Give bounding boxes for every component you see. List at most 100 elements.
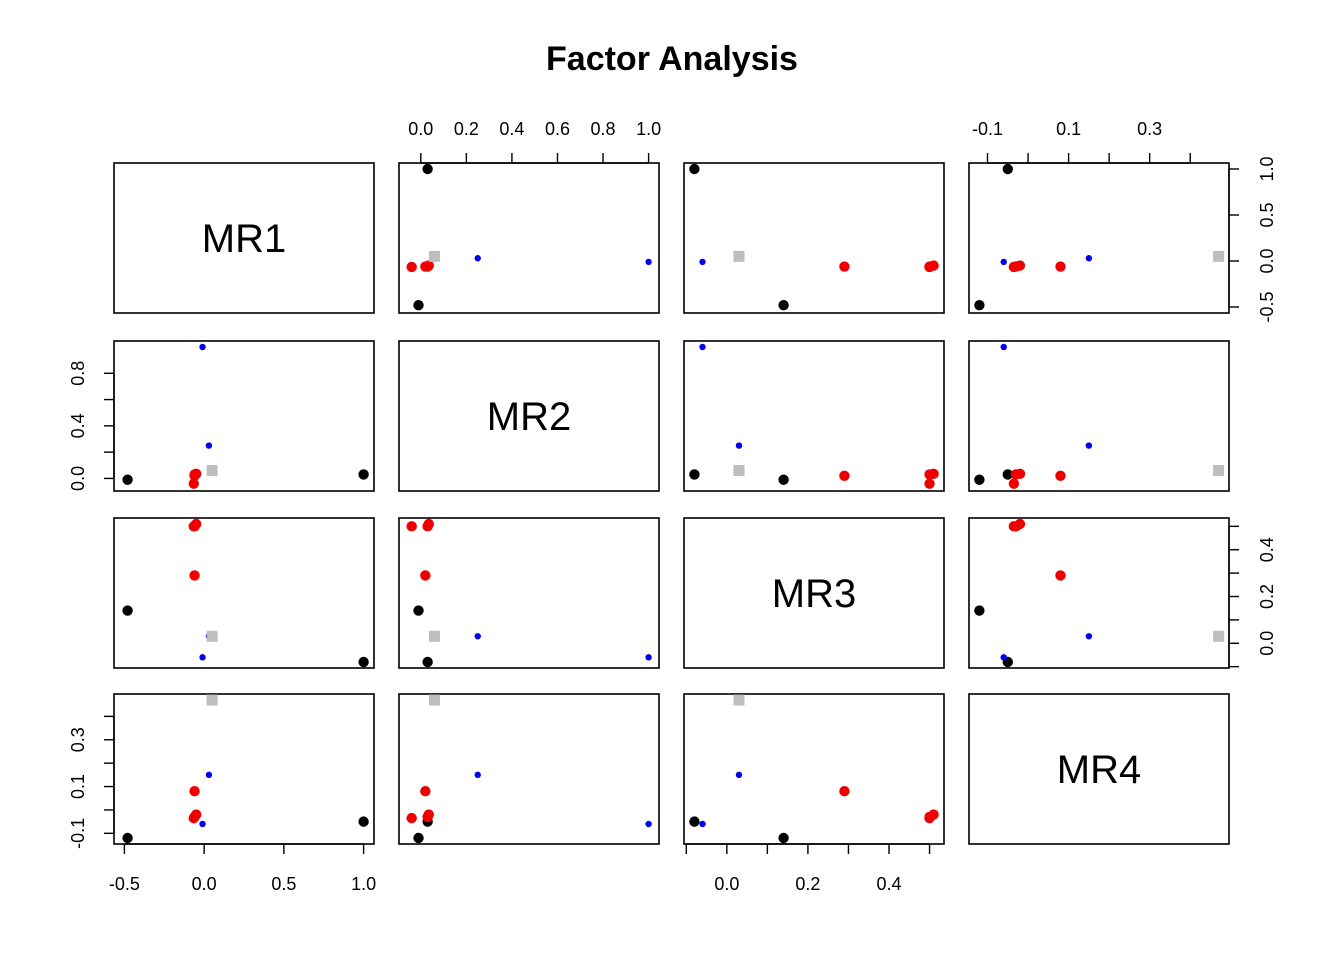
tick-label: 0.3 [1137,119,1162,139]
tick-label: 1.0 [1257,156,1277,181]
data-point-s0-p1 [122,832,133,844]
panel-MR3-vs-MR1 [113,517,375,669]
data-point-s1-p3 [420,570,431,581]
data-point-s1-p2 [1008,521,1020,532]
data-point-s3-p0 [1213,630,1225,642]
panel-MR4-vs-MR1 [113,693,375,845]
data-point-s1-p2 [924,812,935,824]
data-point-s2-p1 [645,654,652,661]
tick-label: 0.3 [68,727,88,752]
panel-frame [113,162,375,314]
data-point-s1-p3 [839,261,850,272]
data-point-s1-p2 [1008,261,1020,273]
data-point-s0-p0 [1002,163,1013,175]
data-point-s2-p1 [1000,343,1007,351]
variable-label-MR1: MR1 [202,217,286,261]
data-point-s3-p0 [428,694,440,706]
panel-frame [683,162,945,314]
data-point-s1-p1 [1014,468,1026,480]
panel-MR4-vs-MR4: MR4 [968,693,1230,845]
data-point-s0-p1 [413,605,424,616]
tick-label: 0.8 [68,361,88,386]
x-axis-MR1-bottom: -0.5 0.0 0.5 1.0 [109,843,376,894]
data-point-s2-p1 [645,820,652,828]
panel-frame [398,162,660,314]
data-point-s1-p3 [1055,261,1066,272]
tick-label: 0.2 [454,119,479,139]
panel-frame [398,693,660,845]
tick-label: 0.0 [68,466,88,491]
data-point-s0-p1 [974,299,985,311]
panel-MR1-vs-MR2 [398,162,660,314]
data-point-s3-p0 [206,465,218,477]
panel-frame [398,340,660,492]
variable-label-MR2: MR2 [487,395,571,439]
data-point-s3-p0 [428,250,440,262]
y-axis-MR3-right: 0.0 0.2 0.4 [1228,525,1277,668]
data-point-s0-p1 [778,832,789,844]
y-axis-MR1-right: -0.5 0.0 0.5 1.0 [1228,156,1277,323]
data-point-s0-p1 [778,474,789,485]
data-point-s1-p1 [423,518,434,530]
panel-frame [683,693,945,845]
data-point-s1-p3 [1055,570,1066,581]
panel-frame [683,340,945,492]
tick-label: 0.4 [1257,537,1277,562]
tick-label: 0.4 [876,874,901,894]
data-point-s2-p0 [1085,442,1093,449]
data-point-s1-p3 [189,786,200,797]
tick-label: -0.5 [1257,291,1277,322]
y-axis-MR4-left: -0.1 0.1 0.3 [68,715,115,849]
data-point-s0-p1 [122,605,133,616]
data-point-s0-p1 [122,474,133,485]
tick-label: 0.5 [271,874,296,894]
data-point-s3-p0 [733,694,745,706]
data-point-s1-p2 [406,521,417,532]
panel-frame [968,517,1230,669]
data-point-s1-p2 [1008,478,1020,489]
tick-label: -0.1 [68,818,88,849]
data-point-s3-p0 [206,694,218,706]
data-point-s2-p1 [699,820,706,828]
tick-label: 0.0 [714,874,739,894]
data-point-s1-p3 [420,786,431,797]
tick-label: 0.6 [545,119,570,139]
data-point-s0-p1 [778,299,789,311]
tick-label: 0.0 [1257,631,1277,656]
panel-frame [398,517,660,669]
panel-MR1-vs-MR4 [968,162,1230,314]
data-point-s0-p0 [689,163,700,175]
data-point-s2-p0 [205,771,213,779]
x-axis-MR2-top: 0.0 0.2 0.4 0.6 0.8 1.0 [408,119,661,164]
tick-label: 0.4 [68,413,88,438]
data-point-s2-p1 [199,654,206,661]
data-point-s2-p0 [205,442,213,449]
data-point-s1-p2 [406,812,417,824]
panel-MR4-vs-MR3 [683,693,945,845]
data-point-s1-p3 [839,470,850,481]
y-axis-MR2-left: 0.0 0.4 0.8 [68,361,115,491]
data-point-s0-p1 [974,474,985,485]
tick-label: 0.2 [1257,584,1277,609]
data-point-s2-p1 [1000,654,1007,661]
data-point-s1-p2 [406,261,417,273]
data-point-s0-p1 [974,605,985,616]
data-point-s2-p0 [735,442,743,449]
data-point-s0-p0 [358,656,369,668]
panel-grid: MR1 MR2 MR3 MR4 0.0 0.2 0.4 0.6 0.8 1.0 -0.1 0.1 0.3… [68,119,1277,894]
data-point-s2-p0 [735,771,743,779]
data-point-s2-p0 [474,771,481,779]
tick-label: 0.0 [408,119,433,139]
panel-MR3-vs-MR2 [398,517,660,669]
chart-title: Factor Analysis [546,40,798,78]
data-point-s2-p0 [1085,255,1093,262]
data-point-s2-p1 [699,258,706,266]
panel-frame [113,340,375,492]
data-point-s3-p0 [733,465,745,477]
data-point-s3-p0 [1213,250,1225,262]
x-axis-MR3-bottom: 0.0 0.2 0.4 [685,843,931,894]
panel-frame [968,693,1230,845]
panel-frame [968,162,1230,314]
data-point-s3-p0 [1213,465,1225,477]
